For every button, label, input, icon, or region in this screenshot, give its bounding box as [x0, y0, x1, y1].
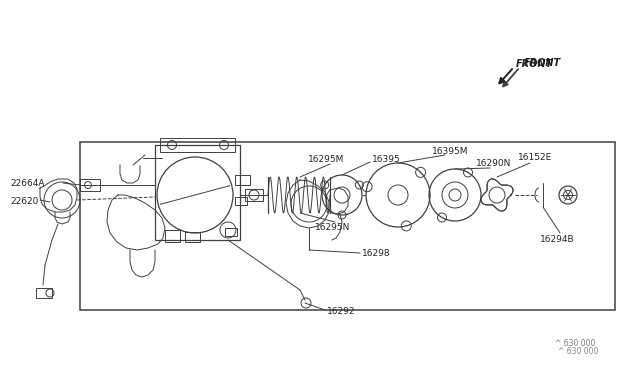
Text: 22664A: 22664A	[10, 179, 45, 187]
Text: 16292: 16292	[327, 308, 355, 317]
Text: 16298: 16298	[362, 250, 390, 259]
Text: 16395: 16395	[372, 155, 401, 164]
Bar	[235, 175, 250, 185]
Bar	[80, 179, 100, 191]
Text: 16152E: 16152E	[518, 154, 552, 163]
Text: FRONT: FRONT	[524, 58, 561, 68]
Bar	[185, 232, 200, 242]
Text: FRONT: FRONT	[516, 59, 553, 69]
Text: 16395M: 16395M	[432, 147, 468, 155]
Text: ^ 630 000: ^ 630 000	[555, 340, 595, 349]
Bar	[225, 228, 237, 236]
Text: 16290N: 16290N	[476, 158, 511, 167]
Bar	[165, 230, 180, 242]
Text: 16294B: 16294B	[540, 235, 575, 244]
Text: 22620: 22620	[10, 198, 38, 206]
Text: ^ 630 000: ^ 630 000	[558, 347, 598, 356]
Bar	[245, 189, 263, 201]
Text: 16295M: 16295M	[308, 155, 344, 164]
Text: 16295N: 16295N	[315, 224, 350, 232]
Bar	[36, 288, 52, 298]
Bar	[155, 145, 240, 240]
Bar	[80, 142, 615, 310]
Bar	[235, 197, 247, 205]
Bar	[160, 138, 235, 152]
